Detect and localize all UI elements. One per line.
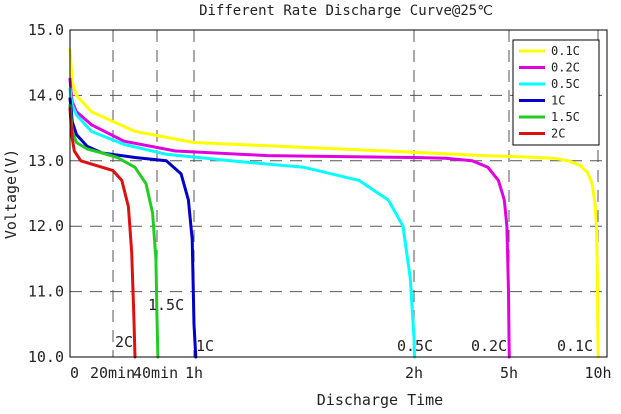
legend: 0.1C 0.2C 0.5C 1C 1.5C 2C [512,39,600,146]
x-tick-label: 40min [133,364,178,382]
end-label-0-1C: 0.1C [557,337,593,355]
end-label-2C: 2C [115,333,133,351]
series-line-2C [68,107,137,359]
end-label-1C: 1C [196,337,214,355]
x-tick-label: 0 [70,364,79,382]
y-tick-label: 11.0 [28,283,64,301]
x-axis-label: Discharge Time [317,391,443,409]
end-label-1-5C: 1.5C [148,296,184,314]
y-tick-labels: 10.0 11.0 12.0 13.0 14.0 15.0 [28,21,64,366]
x-tick-label: 5h [500,364,518,382]
legend-label: 2C [551,127,565,141]
x-tick-label: 20min [90,364,135,382]
legend-box [512,39,600,146]
series-line-0-5C [68,87,416,359]
end-label-0-5C: 0.5C [397,337,433,355]
y-tick-label: 13.0 [28,152,64,170]
y-tick-label: 12.0 [28,217,64,235]
y-tick-label: 15.0 [28,21,64,39]
series-line-0-2C [68,77,511,359]
curve-end-labels: 0.1C 0.2C 0.5C 1C 1.5C 2C [115,296,593,355]
y-tick-label: 10.0 [28,348,64,366]
legend-label: 1.5C [551,110,580,124]
x-tick-label: 10h [584,364,611,382]
end-label-0-2C: 0.2C [471,337,507,355]
series-line-0-1C [68,48,600,359]
curves [68,48,600,359]
chart-title: Different Rate Discharge Curve@25℃ [199,3,493,19]
y-axis-label: Voltage(V) [2,149,20,239]
x-tick-label: 2h [405,364,423,382]
legend-label: 1C [551,94,565,108]
legend-label: 0.5C [551,77,580,91]
plot-frame [69,29,608,358]
legend-label: 0.1C [551,44,580,58]
legend-label: 0.2C [551,61,580,75]
x-tick-label: 1h [185,364,203,382]
y-tick-label: 14.0 [28,86,64,104]
